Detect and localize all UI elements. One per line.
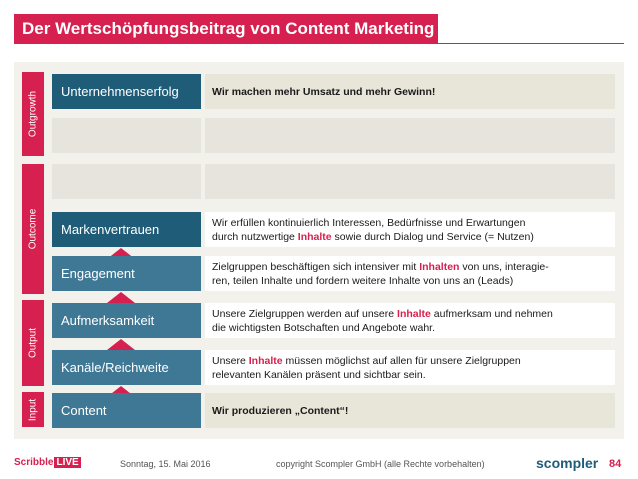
arrow-up-icon: [107, 292, 135, 303]
scribblelive-logo-main: Scribble: [14, 457, 54, 468]
desc-markenvertrauen-line1: Wir erfüllen kontinuierlich Interessen, …: [212, 216, 526, 229]
desc-markenvertrauen-line2: durch nutzwertige Inhalte sowie durch Di…: [212, 230, 534, 244]
side-label-input: Input: [22, 392, 44, 427]
scompler-logo: scompler: [536, 455, 599, 471]
desc-unternehmenserfolg: Wir machen mehr Umsatz und mehr Gewinn!: [205, 74, 615, 109]
page-number: 84: [609, 458, 622, 470]
desc-unternehmenserfolg-text: Wir machen mehr Umsatz und mehr Gewinn!: [212, 85, 436, 98]
desc-markenvertrauen: Wir erfüllen kontinuierlich Interessen, …: [205, 212, 615, 247]
desc-kanaele-line1-pre: Unsere: [212, 354, 249, 367]
desc-empty-1: [205, 118, 615, 153]
side-label-output-text: Output: [27, 327, 39, 359]
desc-engagement-line1-pre: Zielgruppen beschäftigen sich intensiver…: [212, 260, 420, 273]
desc-aufmerksamkeit: Unsere Zielgruppen werden auf unsere Inh…: [205, 303, 615, 338]
side-label-outgrowth-text: Outgrowth: [27, 90, 39, 138]
box-engagement: Engagement: [52, 256, 201, 291]
box-aufmerksamkeit: Aufmerksamkeit: [52, 303, 201, 338]
scribblelive-logo-live: LIVE: [54, 457, 81, 468]
footer-date: Sonntag, 15. Mai 2016: [120, 459, 211, 469]
arrow-up-icon: [107, 248, 135, 259]
desc-aufmerksamkeit-line2: die wichtigsten Botschaften und Angebote…: [212, 321, 435, 334]
side-label-input-text: Input: [27, 398, 39, 421]
desc-aufmerksamkeit-line1-pre: Unsere Zielgruppen werden auf unsere: [212, 307, 398, 320]
box-kanaele-reichweite: Kanäle/Reichweite: [52, 350, 201, 385]
desc-markenvertrauen-line2-pre: durch nutzwertige: [212, 230, 298, 243]
desc-kanaele-reichweite: Unsere Inhalte müssen möglichst auf alle…: [205, 350, 615, 385]
box-markenvertrauen: Markenvertrauen: [52, 212, 201, 247]
arrow-up-icon: [107, 339, 135, 350]
desc-engagement-line2: ren, teilen Inhalte und fordern weitere …: [212, 274, 514, 287]
highlight-inhalte: Inhalte: [248, 354, 283, 367]
box-unternehmenserfolg: Unternehmenserfolg: [52, 74, 201, 109]
desc-aufmerksamkeit-line1-post: aufmerksam und nehmen: [430, 307, 553, 320]
side-label-output: Output: [22, 300, 44, 386]
desc-kanaele-line1: Unsere Inhalte müssen möglichst auf alle…: [212, 354, 521, 368]
desc-engagement-line1-post: von uns, interagie-: [459, 260, 549, 273]
desc-kanaele-line1-post: müssen möglichst auf allen für unsere Zi…: [282, 354, 521, 367]
highlight-inhalte: Inhalte: [397, 307, 431, 320]
desc-engagement-line1: Zielgruppen beschäftigen sich intensiver…: [212, 260, 549, 274]
highlight-inhalte: Inhalte: [297, 230, 332, 243]
side-label-outcome-text: Outcome: [27, 208, 39, 250]
desc-aufmerksamkeit-line1: Unsere Zielgruppen werden auf unsere Inh…: [212, 307, 553, 321]
box-empty-2: [52, 164, 201, 199]
side-label-outgrowth: Outgrowth: [22, 72, 44, 156]
scribblelive-logo: Scribble LIVE: [14, 457, 81, 468]
title-underline: [438, 43, 624, 44]
box-content: Content: [52, 393, 201, 428]
desc-kanaele-line2: relevanten Kanälen präsent und sichtbar …: [212, 368, 426, 381]
highlight-inhalten: Inhalten: [419, 260, 460, 273]
footer-copyright: copyright Scompler GmbH (alle Rechte vor…: [276, 459, 485, 469]
side-label-outcome: Outcome: [22, 164, 44, 294]
desc-engagement: Zielgruppen beschäftigen sich intensiver…: [205, 256, 615, 291]
arrow-up-icon: [107, 386, 135, 397]
desc-markenvertrauen-line2-post: sowie durch Dialog und Service (= Nutzen…: [331, 230, 534, 243]
page-title: Der Wertschöpfungsbeitrag von Content Ma…: [14, 14, 438, 44]
box-empty-1: [52, 118, 201, 153]
desc-empty-2: [205, 164, 615, 199]
desc-content-text: Wir produzieren „Content“!: [212, 404, 349, 417]
desc-content: Wir produzieren „Content“!: [205, 393, 615, 428]
